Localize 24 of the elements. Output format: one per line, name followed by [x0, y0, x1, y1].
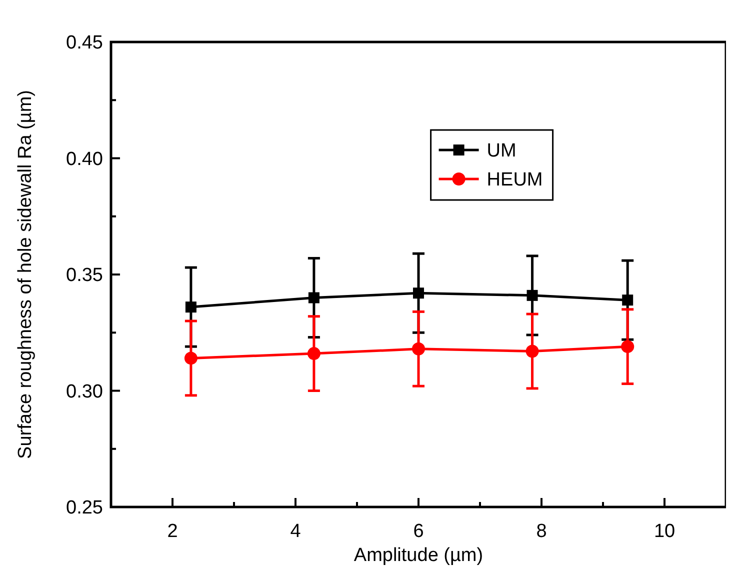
point	[184, 352, 198, 365]
x-tick-label: 2	[167, 521, 178, 542]
x-axis-title: Amplitude (µm)	[354, 545, 484, 566]
legend-label: HEUM	[486, 170, 543, 191]
x-tick-label: 4	[290, 521, 302, 542]
point	[621, 340, 634, 354]
legend-label: UM	[486, 140, 516, 162]
y-tick-label: 0.25	[66, 498, 103, 519]
y-tick-label: 0.35	[66, 265, 103, 286]
point	[526, 290, 538, 301]
point	[185, 302, 196, 313]
x-tick-label: 10	[654, 521, 676, 542]
point	[412, 342, 425, 356]
y-tick-label: 0.30	[66, 381, 103, 402]
point	[622, 294, 634, 306]
y-axis-title: Surface roughness of hole sidewall Ra (µm)	[15, 90, 36, 459]
y-tick-label: 0.45	[66, 32, 103, 54]
point	[526, 344, 539, 358]
y-tick-label: 0.40	[66, 148, 103, 170]
point	[413, 288, 424, 299]
point	[308, 292, 320, 304]
x-tick-label: 6	[413, 521, 424, 542]
point	[307, 347, 320, 360]
x-tick-label: 8	[536, 521, 547, 542]
